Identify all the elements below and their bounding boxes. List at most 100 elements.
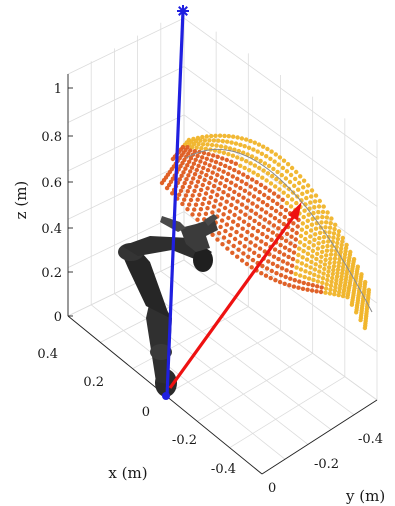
cloud-point <box>209 158 214 163</box>
cloud-point <box>220 242 225 247</box>
cloud-point <box>226 171 231 177</box>
cloud-point <box>311 243 316 248</box>
cloud-point <box>244 159 249 164</box>
cloud-point <box>266 163 272 169</box>
cloud-point <box>220 156 225 161</box>
blue-vector <box>165 10 185 398</box>
robot-arm-icon <box>118 214 218 397</box>
cloud-point <box>199 146 204 151</box>
cloud-point <box>306 245 311 251</box>
cloud-point <box>195 197 200 202</box>
cloud-point <box>239 202 245 207</box>
cloud-point <box>188 156 194 161</box>
cloud-point <box>218 202 223 207</box>
cloud-point <box>302 274 307 280</box>
cloud-point <box>301 249 306 254</box>
cloud-point <box>187 202 192 207</box>
cloud-point <box>264 178 269 183</box>
cloud-point <box>300 255 305 260</box>
cloud-point <box>303 230 309 236</box>
robot-middle-link <box>121 245 170 318</box>
cloud-point <box>248 184 253 189</box>
cloud-point <box>309 259 314 265</box>
cloud-point <box>282 281 287 286</box>
cloud-point <box>224 177 229 183</box>
cloud-point <box>249 208 254 213</box>
cloud-point <box>285 162 291 167</box>
cloud-point <box>333 252 338 257</box>
cloud-point <box>259 271 264 276</box>
cloud-point <box>340 293 346 299</box>
cloud-point <box>268 275 273 281</box>
cloud-point <box>227 165 232 171</box>
cloud-point <box>213 159 219 165</box>
cloud-point <box>227 186 232 192</box>
red-arrowhead <box>288 201 302 221</box>
cloud-point <box>193 202 199 207</box>
cloud-point <box>297 180 302 186</box>
cloud-point <box>277 279 283 285</box>
cloud-point <box>227 146 233 151</box>
cloud-point <box>312 205 317 210</box>
cloud-point <box>336 292 341 298</box>
cloud-point <box>170 191 175 196</box>
cloud-point <box>288 204 294 209</box>
cloud-point <box>263 242 269 247</box>
cloud-point <box>201 165 206 171</box>
cloud-point <box>321 271 326 276</box>
cloud-point <box>195 153 200 159</box>
cloud-point <box>250 257 256 263</box>
cloud-point <box>274 176 279 182</box>
cloud-point <box>282 245 288 250</box>
cloud-point <box>233 141 239 146</box>
cloud-point <box>315 284 320 289</box>
cloud-point <box>248 240 253 245</box>
cloud-point <box>328 256 333 261</box>
cloud-point <box>258 158 263 164</box>
cloud-point <box>336 263 341 269</box>
cloud-point <box>299 227 305 232</box>
cloud-point <box>316 209 321 215</box>
cloud-point <box>284 200 290 206</box>
cloud-point <box>332 256 338 261</box>
cloud-point <box>227 209 233 214</box>
z-tick-label: 0 <box>54 310 62 325</box>
cloud-point <box>283 207 289 213</box>
cloud-point <box>260 200 266 205</box>
cloud-point <box>280 259 286 264</box>
cloud-point <box>301 214 306 220</box>
cloud-point <box>241 219 247 224</box>
cloud-point <box>326 239 331 244</box>
cloud-point <box>270 198 276 203</box>
cloud-point <box>320 214 325 220</box>
cloud-point <box>327 230 332 235</box>
cloud-point <box>299 198 304 203</box>
cloud-point <box>254 180 259 185</box>
cloud-point <box>289 234 294 239</box>
cloud-point <box>259 151 265 156</box>
cloud-point <box>244 181 249 187</box>
cloud-point <box>276 194 281 199</box>
cloud-point <box>305 251 311 256</box>
cloud-point <box>257 165 262 171</box>
cloud-point <box>226 152 231 157</box>
cloud-point <box>258 214 263 219</box>
cloud-point <box>264 154 269 159</box>
cloud-point <box>321 204 326 209</box>
cloud-point <box>281 252 287 257</box>
cloud-point <box>308 200 313 205</box>
cloud-point <box>300 221 305 226</box>
cloud-point <box>192 207 197 212</box>
cloud-point <box>340 235 345 241</box>
cloud-point <box>207 138 212 143</box>
cloud-point <box>254 156 259 161</box>
cloud-point <box>282 214 287 220</box>
cloud-point <box>239 258 245 263</box>
cloud-point <box>185 189 190 194</box>
cloud-point <box>229 159 234 164</box>
cloud-point <box>328 283 334 288</box>
cloud-point <box>250 177 255 182</box>
cloud-point <box>164 185 170 191</box>
cloud-point <box>203 191 209 196</box>
cloud-point <box>223 145 228 150</box>
